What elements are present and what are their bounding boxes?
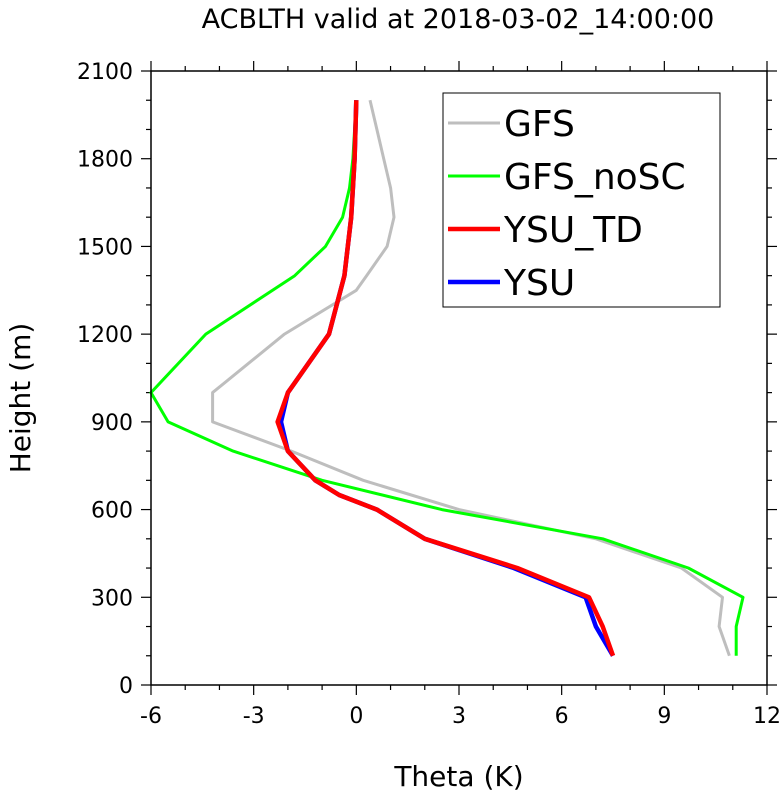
series-lines [149,99,745,657]
legend-label: YSU_TD [503,210,643,251]
x-axis-label: Theta (K) [393,760,523,793]
series-line-gfs-nosc [149,100,745,656]
tick-marks [141,61,777,695]
legend: GFS GFS_noSC YSU_TD YSU [442,92,721,308]
y-tick-label: 900 [91,411,133,436]
y-tick-label: 600 [91,499,133,524]
x-tick-label: -3 [243,704,265,729]
legend-label: GFS_noSC [504,157,686,198]
x-tick-label: 6 [555,704,569,729]
series-line-gfs [211,99,731,657]
y-tick-label: 1200 [77,323,133,348]
y-tick-label: 1800 [77,148,133,173]
x-tick-label: 0 [349,704,363,729]
series-line-ysu-td [275,100,616,657]
x-tick-label: 9 [657,704,671,729]
y-tick-label: 300 [91,586,133,611]
legend-box [442,92,721,308]
plot-frame [150,70,768,686]
legend-label: YSU [503,263,575,304]
y-axis-label: Height (m) [4,323,37,474]
y-tick-label: 2100 [77,60,133,85]
x-tick-label: -6 [140,704,162,729]
y-tick-label: 1500 [77,235,133,260]
chart-title: ACBLTH valid at 2018-03-02_14:00:00 [202,4,715,35]
y-tick-label: 0 [119,674,133,699]
x-tick-label: 12 [753,704,781,729]
tick-labels: -6 -3 0 3 6 9 12 0 300 600 900 1200 1500 1800 2100 [77,60,781,729]
x-tick-label: 3 [452,704,466,729]
legend-label: GFS [504,104,575,145]
